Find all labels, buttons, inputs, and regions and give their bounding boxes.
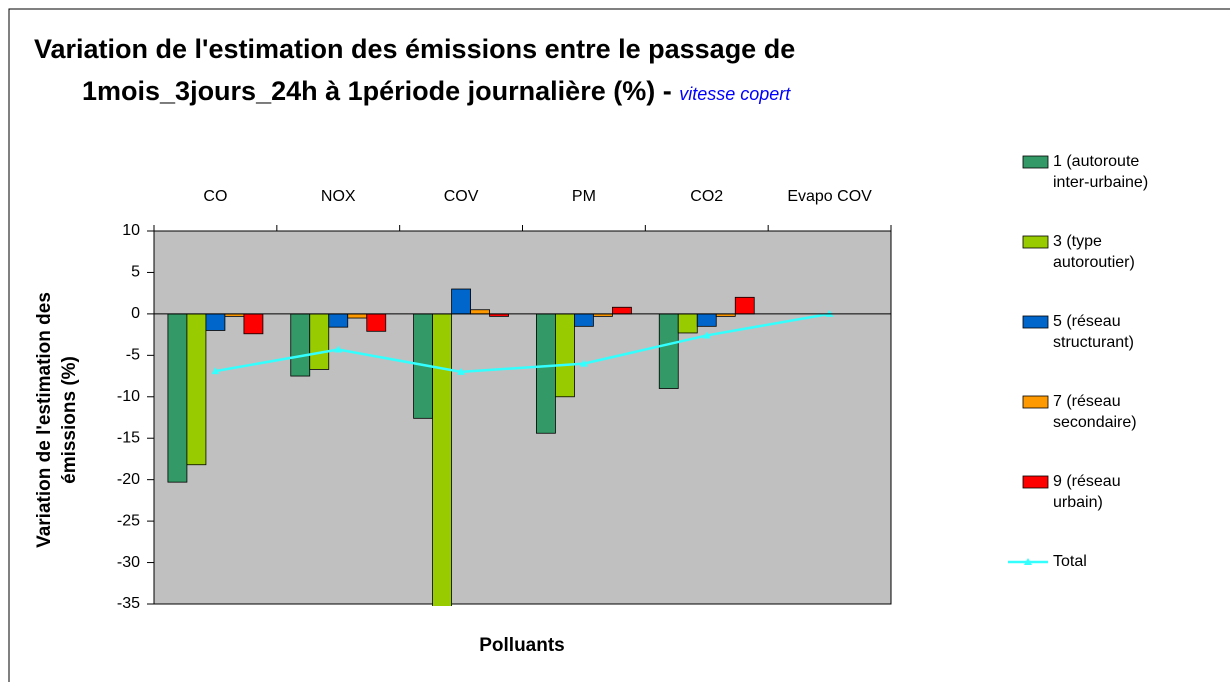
legend-line: structurant) — [1053, 334, 1134, 351]
legend-line: Total — [1053, 553, 1087, 570]
marker — [211, 367, 220, 375]
legend-swatch — [1022, 155, 1049, 169]
y-tick-label: -30 — [117, 554, 140, 571]
bar — [470, 309, 490, 315]
bar — [309, 313, 330, 370]
bar — [734, 296, 755, 315]
chart-title: Variation de l'estimation des émissions … — [34, 34, 795, 64]
chart-title: 1mois_3jours_24h à 1période journalière … — [82, 76, 679, 106]
y-tick-label: 5 — [131, 264, 140, 281]
y-tick-label: 0 — [131, 305, 140, 322]
legend-line: 1 (autoroute — [1053, 153, 1139, 170]
legend-line: 5 (réseau — [1053, 313, 1121, 330]
x-axis-title: Polluants — [479, 635, 565, 656]
legend-label: 1 (autoroute inter-urbaine) — [1053, 153, 1148, 191]
marker — [334, 345, 343, 353]
legend-label: 9 (réseau urbain) — [1053, 473, 1121, 511]
legend-swatch — [1022, 395, 1049, 409]
legend-swatch — [1022, 235, 1049, 249]
x-tick-label: CO2 — [690, 188, 723, 205]
legend-line: 9 (réseau — [1053, 473, 1121, 490]
legend-swatch — [1022, 315, 1049, 329]
marker — [579, 359, 588, 367]
y-axis-title: émissions (%) — [59, 356, 80, 484]
bar — [536, 313, 556, 434]
plot-area — [153, 230, 892, 605]
legend-line: 7 (réseau — [1053, 393, 1121, 410]
bar — [658, 313, 679, 389]
bar — [555, 313, 575, 398]
line — [215, 312, 830, 374]
bar — [432, 313, 452, 606]
y-tick-label: -25 — [117, 512, 140, 529]
bar — [167, 313, 188, 483]
y-axis-title: Variation de l'estimation des — [34, 292, 55, 548]
bar — [347, 313, 368, 319]
chart-title: 1mois_3jours_24h à 1période journalière … — [82, 76, 791, 106]
bar — [574, 313, 594, 327]
chart-subtitle: vitesse copert — [679, 84, 791, 104]
bar — [451, 288, 471, 315]
x-tick-label: Evapo COV — [787, 188, 872, 205]
y-tick-label: -20 — [117, 471, 140, 488]
y-tick-label: 10 — [122, 222, 140, 239]
marker — [457, 367, 466, 375]
legend-label: 3 (type autoroutier) — [1053, 233, 1135, 271]
x-tick-label: PM — [572, 188, 596, 205]
bar — [677, 313, 698, 334]
bar — [366, 313, 387, 332]
y-tick-label: -5 — [126, 347, 140, 364]
bar — [290, 313, 311, 377]
legend-label: 7 (réseau secondaire) — [1053, 393, 1137, 431]
x-tick-label: NOX — [321, 188, 356, 205]
legend-line: urbain) — [1053, 494, 1103, 511]
bar — [205, 313, 226, 331]
legend-label: 5 (réseau structurant) — [1053, 313, 1134, 351]
legend-swatch — [1024, 558, 1032, 565]
bar — [243, 313, 264, 335]
legend-line: inter-urbaine) — [1053, 174, 1148, 191]
frame — [8, 8, 1230, 682]
legend-label: Total — [1053, 553, 1087, 570]
legend-line: secondaire) — [1053, 414, 1137, 431]
bars — [167, 288, 755, 606]
y-tick-label: -10 — [117, 388, 140, 405]
legend-swatch — [1022, 475, 1049, 489]
x-tick-label: CO — [203, 188, 227, 205]
bar — [696, 313, 717, 327]
y-tick-label: -35 — [117, 595, 140, 612]
legend-line: 3 (type — [1053, 233, 1102, 250]
legend-line: autoroutier) — [1053, 254, 1135, 271]
y-tick-label: -15 — [117, 429, 140, 446]
bar — [186, 313, 207, 466]
bar — [328, 313, 349, 328]
x-tick-label: COV — [444, 188, 479, 205]
bar — [612, 306, 632, 315]
marker — [702, 331, 711, 339]
